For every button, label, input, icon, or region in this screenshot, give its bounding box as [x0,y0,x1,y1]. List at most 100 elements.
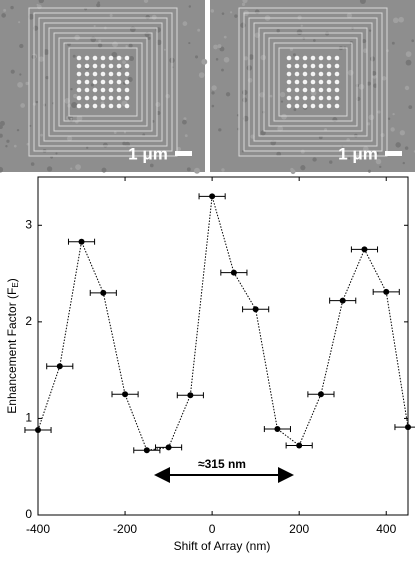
data-point [144,447,150,453]
texture [122,142,126,146]
data-point [79,239,85,245]
texture [367,82,371,86]
hole [85,88,90,93]
texture [261,55,267,61]
texture [291,169,296,174]
hole [93,72,98,77]
texture [73,55,76,58]
texture [347,13,352,18]
hole [335,88,340,93]
hole [311,72,316,77]
texture [114,131,117,134]
texture [103,143,108,148]
texture [155,102,160,107]
texture [70,118,72,120]
hole [327,56,332,61]
texture [40,134,43,137]
x-tick-label: 0 [209,522,216,536]
texture [91,83,94,86]
y-label-main: Enhancement Factor (F [5,288,19,414]
hole [117,80,122,85]
texture [393,18,399,24]
hole [319,96,324,101]
texture [10,6,13,9]
plot: -400 -200 0 200 400 0 1 2 3 [25,177,415,536]
hole [117,96,122,101]
texture [313,39,316,42]
texture [392,42,395,45]
hole [335,80,340,85]
scale-bar [175,151,192,156]
hole [101,96,106,101]
texture [388,118,390,120]
texture [6,140,9,143]
texture [112,41,118,47]
texture [86,147,88,149]
hole [125,104,130,109]
texture [211,85,216,90]
hole [295,88,300,93]
hole [319,88,324,93]
texture [392,113,394,115]
hole [117,56,122,61]
hole [109,72,114,77]
hole [93,96,98,101]
hole [101,104,106,109]
hole [287,72,292,77]
data-point [209,193,215,199]
hole [93,80,98,85]
scale-bar [385,151,402,156]
hole [77,104,82,109]
texture [17,129,19,131]
texture [408,105,412,109]
hole [101,56,106,61]
texture [1,13,6,18]
data-point [253,306,259,312]
texture [230,11,232,13]
texture [47,166,52,171]
texture [218,128,221,131]
hole [85,104,90,109]
hole [287,88,292,93]
texture [197,29,200,32]
data-point [340,298,346,304]
x-tick-label: -200 [113,522,137,536]
texture [90,37,95,42]
hole [77,88,82,93]
texture [5,145,7,147]
hole [327,88,332,93]
hole [303,64,308,69]
hole [303,104,308,109]
hole [295,64,300,69]
texture [14,145,17,148]
texture [242,3,245,6]
texture [224,36,227,39]
hole [319,104,324,109]
texture [297,29,303,35]
texture [29,125,31,127]
texture [212,105,215,108]
hole [311,104,316,109]
texture [226,92,230,96]
texture [152,15,157,20]
texture [55,152,57,154]
hole [125,72,130,77]
scale-label: 1 μm [338,144,378,163]
hole [287,64,292,69]
hole [93,64,98,69]
error-bar [395,424,415,430]
y-tick-label: 3 [25,217,32,231]
hole [93,104,98,109]
texture [281,114,287,120]
hole [125,64,130,69]
hole [101,80,106,85]
hole [319,56,324,61]
texture [280,92,285,97]
y-label-end: ) [5,278,19,282]
data-point [231,270,237,276]
texture [398,17,404,23]
texture [381,133,385,137]
texture [395,142,400,147]
hole [117,104,122,109]
